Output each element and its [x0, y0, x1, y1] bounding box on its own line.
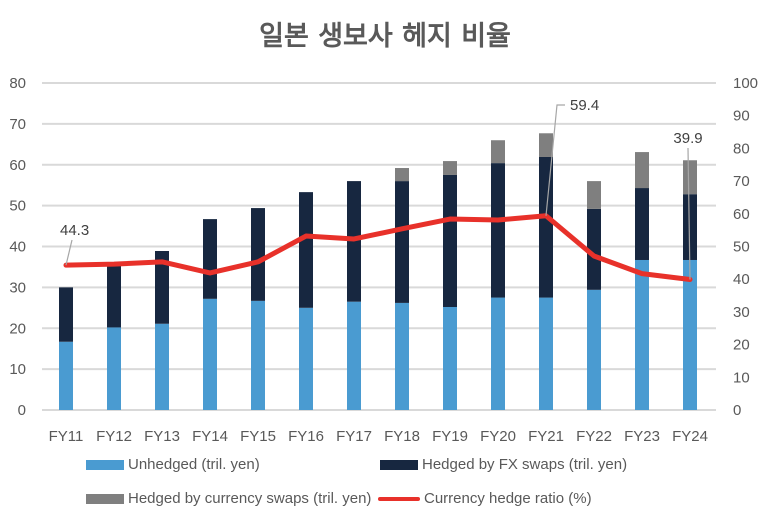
leader-line — [65, 239, 73, 266]
bar-segment — [683, 194, 697, 260]
bar-segment — [299, 192, 313, 308]
bar-segment — [395, 302, 409, 410]
y2-tick-label: 50 — [733, 239, 750, 256]
x-tick-label: FY17 — [336, 428, 372, 445]
y2-tick-label: 80 — [733, 140, 750, 157]
legend-item-unhedged: Unhedged (tril. yen) — [86, 456, 260, 473]
legend-item-currency-swaps: Hedged by currency swaps (tril. yen) — [86, 490, 371, 507]
y2-tick-label: 0 — [733, 402, 741, 419]
y2-tick-label: 60 — [733, 206, 750, 223]
x-tick-label: FY24 — [672, 428, 708, 445]
legend-item-fx-swaps: Hedged by FX swaps (tril. yen) — [380, 456, 627, 473]
bar-segment — [635, 259, 649, 410]
data-label: 59.4 — [570, 97, 599, 114]
legend-label: Currency hedge ratio (%) — [424, 490, 592, 507]
x-tick-label: FY19 — [432, 428, 468, 445]
y2-tick-label: 20 — [733, 337, 750, 354]
right-axis: 0 10 20 30 40 50 60 70 80 90 100 — [733, 75, 758, 419]
legend-swatch-currency-swaps — [86, 493, 124, 504]
bar-segment — [59, 341, 73, 410]
x-tick-label: FY21 — [528, 428, 564, 445]
bar-segment — [635, 188, 649, 260]
data-label: 39.9 — [673, 130, 702, 147]
bar-segment — [539, 297, 553, 410]
x-tick-label: FY18 — [384, 428, 420, 445]
annotations: 44.3 59.4 39.9 — [60, 97, 703, 280]
bar-segment — [491, 163, 505, 298]
x-tick-label: FY23 — [624, 428, 660, 445]
legend-label: Hedged by FX swaps (tril. yen) — [422, 456, 628, 473]
bar-segment — [443, 174, 457, 307]
x-tick-label: FY14 — [192, 428, 228, 445]
bar-segment — [491, 140, 505, 164]
bar-segment — [107, 262, 121, 328]
bar-segment — [251, 300, 265, 410]
bar-segment — [203, 298, 217, 410]
y-tick-label: 20 — [9, 320, 26, 337]
legend-item-hedge-ratio: Currency hedge ratio (%) — [378, 490, 592, 507]
y-tick-label: 50 — [9, 198, 26, 215]
bar-segment — [347, 301, 361, 410]
x-axis: FY11 FY12 FY13 FY14 FY15 FY16 FY17 FY18 FY19 FY20… — [49, 428, 708, 445]
bar-segment — [443, 306, 457, 410]
bar-segment — [203, 219, 217, 299]
legend-label: Hedged by currency swaps (tril. yen) — [128, 490, 372, 507]
chart-plot: 0 10 20 30 40 50 60 70 80 0 10 20 30 40 50 60 70 80 90 100… — [9, 75, 758, 445]
legend-label: Unhedged (tril. yen) — [128, 456, 260, 473]
leader-line — [687, 147, 691, 280]
bar-segment — [587, 289, 601, 410]
left-axis: 0 10 20 30 40 50 60 70 80 — [9, 75, 26, 419]
bar-segment — [251, 208, 265, 301]
x-tick-label: FY22 — [576, 428, 612, 445]
y2-tick-label: 10 — [733, 369, 750, 386]
bar-segment — [539, 156, 553, 298]
bar-segment — [491, 297, 505, 410]
legend-swatch-fx-swaps — [380, 459, 418, 470]
leader-line — [545, 104, 565, 216]
bar-segment — [683, 160, 697, 195]
bar-segment — [443, 161, 457, 175]
x-tick-label: FY15 — [240, 428, 276, 445]
bar-segment — [155, 250, 169, 324]
y-tick-label: 30 — [9, 279, 26, 296]
hedge-ratio-line — [63, 213, 693, 283]
hedge-ratio-line-group — [63, 213, 693, 283]
bar-segment — [107, 327, 121, 410]
x-tick-label: FY12 — [96, 428, 132, 445]
x-tick-label: FY16 — [288, 428, 324, 445]
y2-tick-label: 40 — [733, 271, 750, 288]
data-label: 44.3 — [60, 222, 89, 239]
bar-segment — [635, 152, 649, 189]
bar-segment — [539, 133, 553, 157]
bar-segment — [395, 181, 409, 303]
y-tick-label: 0 — [18, 402, 26, 419]
y-tick-label: 60 — [9, 157, 26, 174]
legend-swatch-hedge-ratio — [378, 496, 420, 501]
y-tick-label: 70 — [9, 116, 26, 133]
y-tick-label: 40 — [9, 239, 26, 256]
x-tick-label: FY13 — [144, 428, 180, 445]
legend-swatch-unhedged — [86, 459, 124, 470]
bar-segment — [299, 307, 313, 410]
y2-tick-label: 100 — [733, 75, 758, 92]
y2-tick-label: 30 — [733, 304, 750, 321]
bar-segment — [683, 259, 697, 410]
gridlines — [42, 82, 716, 411]
y2-tick-label: 90 — [733, 108, 750, 125]
y-tick-label: 10 — [9, 361, 26, 378]
bar-segment — [395, 168, 409, 182]
bar-segment — [59, 287, 73, 342]
bar-segment — [155, 323, 169, 410]
y-tick-label: 80 — [9, 75, 26, 92]
bars — [59, 133, 697, 410]
bar-segment — [587, 181, 601, 209]
chart-title: 일본 생보사 헤지 비율 — [259, 21, 511, 52]
y2-tick-label: 70 — [733, 173, 750, 190]
bar-segment — [587, 208, 601, 290]
x-tick-label: FY11 — [49, 428, 84, 445]
x-tick-label: FY20 — [480, 428, 516, 445]
